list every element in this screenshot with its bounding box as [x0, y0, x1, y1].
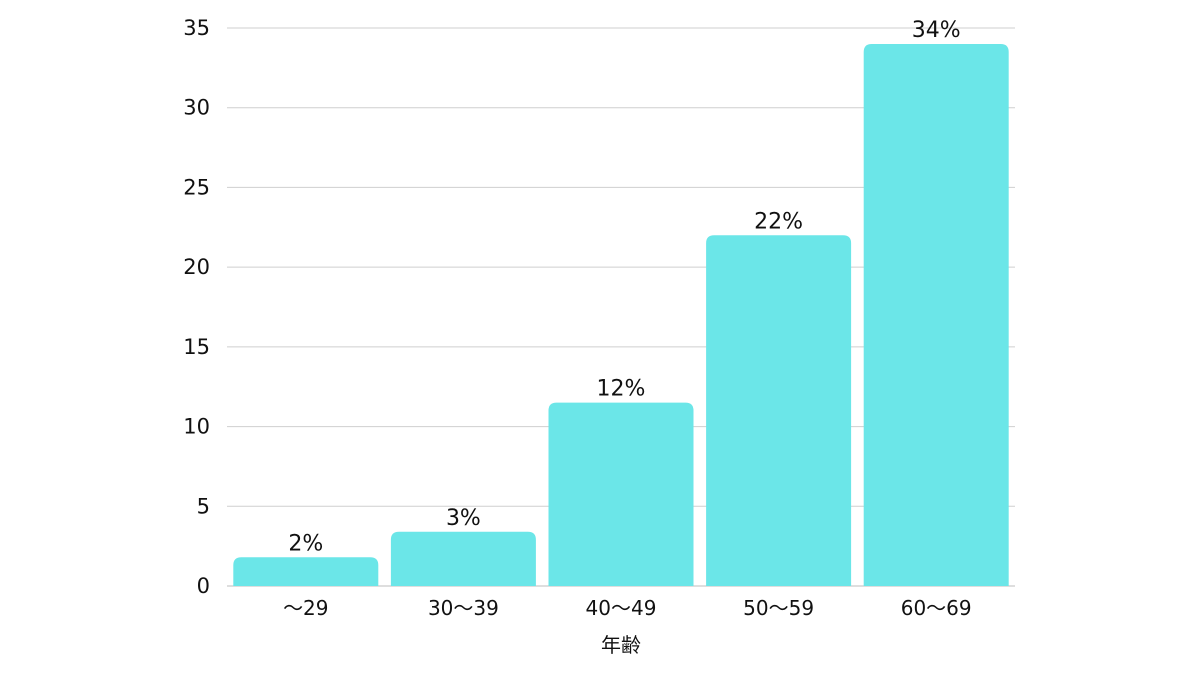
y-axis-ticks: 0 5 10 15 20 25 30 35	[183, 16, 210, 598]
x-axis-categories: ～29 30～39 40～49 50～59 60～69	[283, 596, 972, 620]
x-category-label: 50～59	[743, 596, 814, 620]
y-tick-label: 25	[183, 175, 210, 199]
x-category-label: 30～39	[428, 596, 499, 620]
bar	[863, 43, 1009, 586]
data-label: 3%	[446, 506, 481, 531]
x-category-label: ～29	[283, 596, 328, 620]
y-tick-label: 0	[197, 574, 210, 598]
y-tick-label: 10	[183, 415, 210, 439]
bar	[548, 402, 694, 586]
y-tick-label: 15	[183, 335, 210, 359]
x-axis-title: 年齢	[601, 633, 641, 657]
data-label: 34%	[912, 18, 961, 43]
bar	[233, 557, 379, 586]
y-tick-label: 30	[183, 96, 210, 120]
data-label: 2%	[288, 531, 323, 556]
bar	[706, 235, 852, 586]
y-tick-label: 5	[197, 494, 210, 518]
data-labels: 2% 3% 12% 22% 34%	[288, 18, 960, 556]
y-tick-label: 35	[183, 16, 210, 40]
bars	[233, 43, 1009, 586]
data-label: 22%	[754, 209, 803, 234]
x-category-label: 60～69	[901, 596, 972, 620]
y-tick-label: 20	[183, 255, 210, 279]
bar	[390, 531, 536, 586]
data-label: 12%	[597, 377, 646, 402]
x-category-label: 40～49	[586, 596, 657, 620]
